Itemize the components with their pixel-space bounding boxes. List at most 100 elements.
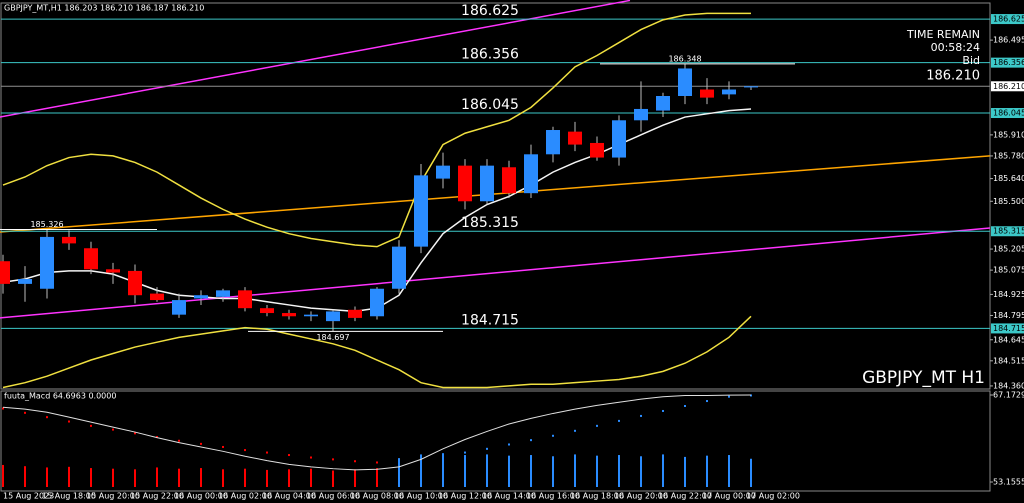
candle-body [458, 165, 472, 202]
candle-body [612, 120, 626, 158]
signal-dot [398, 460, 400, 463]
y-tick-label: 185.910 [993, 130, 1024, 139]
histogram-bar [178, 468, 180, 487]
main-frame [0, 2, 991, 390]
indicator-line [2, 315, 752, 389]
histogram-bar [684, 456, 686, 487]
signal-dot [134, 432, 136, 435]
level-tag [991, 57, 1024, 68]
x-tick-label: 16 Aug 20:00 [614, 492, 668, 501]
candle-body [634, 108, 648, 121]
trendline [0, 0, 631, 118]
histogram-bar [640, 456, 642, 487]
y-tick-label: 184.925 [993, 290, 1024, 299]
level-label: 186.045 [461, 97, 519, 113]
candle-body [194, 295, 208, 299]
time-remain-label: TIME REMAIN [906, 28, 980, 41]
candle-body [392, 246, 406, 289]
candle-body [744, 86, 758, 88]
histogram-bar [706, 455, 708, 487]
candle-body [216, 290, 230, 297]
signal-dot [530, 439, 532, 442]
histogram-bar [596, 455, 598, 487]
y-tick-label: 185.640 [993, 174, 1024, 183]
signal-dot [376, 461, 378, 464]
time-remain: 00:58:24 [931, 41, 980, 54]
candle-body [480, 165, 494, 202]
x-tick-label: 16 Aug 02:00 [218, 492, 272, 501]
candle-body [238, 290, 252, 309]
annotation-label: 186.348 [668, 54, 701, 63]
signal-dot [662, 409, 664, 412]
signal-dot [266, 451, 268, 454]
candle-body [414, 175, 428, 247]
x-tick-label: 16 Aug 14:00 [482, 492, 536, 501]
level-tag-label: 186.356 [993, 58, 1024, 67]
candle-body [436, 165, 450, 179]
watermark: GBPJPY_MT H1 [862, 368, 985, 388]
level-tag [991, 226, 1024, 237]
candle-body [106, 269, 120, 273]
x-tick-label: 16 Aug 00:00 [174, 492, 228, 501]
level-tag [991, 108, 1024, 119]
level-tag [991, 323, 1024, 334]
candle-body [172, 300, 186, 315]
signal-dot [464, 451, 466, 454]
candle-body [84, 248, 98, 270]
candle-body [348, 309, 362, 318]
signal-dot [354, 460, 356, 463]
candle-body [590, 142, 604, 158]
indicator-line [2, 12, 751, 248]
y-tick-label: 184.515 [993, 356, 1024, 365]
y-tick-label: 184.645 [993, 335, 1024, 344]
histogram-bar [376, 468, 378, 487]
signal-dot [90, 424, 92, 427]
signal-dot [244, 449, 246, 452]
histogram-bar [68, 466, 70, 487]
level-tag-label: 184.715 [993, 324, 1024, 333]
y-tick-label: 185.780 [993, 151, 1024, 160]
histogram-bar [2, 464, 4, 487]
histogram-bar [112, 468, 114, 487]
histogram-bar [90, 468, 92, 487]
signal-dot [332, 458, 334, 461]
candle-body [656, 95, 670, 111]
histogram-bar [574, 454, 576, 487]
candle-body [700, 89, 714, 98]
level-label: 185.315 [461, 215, 519, 231]
signal-dot [112, 428, 114, 431]
histogram-bar [244, 468, 246, 487]
macd-title: fuuta_Macd 64.6963 0.0000 [4, 392, 116, 401]
histogram-bar [750, 458, 752, 487]
x-tick-label: 15 Aug 2023 [3, 492, 54, 501]
x-tick-label: 15 Aug 18:00 [42, 492, 96, 501]
histogram-bar [222, 469, 224, 487]
candle-body [260, 308, 274, 314]
histogram-bar [618, 455, 620, 487]
signal-dot [288, 454, 290, 457]
candle-body [282, 313, 296, 317]
candle-body [722, 89, 736, 95]
candle-body [524, 154, 538, 194]
histogram-bar [200, 468, 202, 487]
candle-body [18, 279, 32, 284]
signal-dot [486, 447, 488, 450]
histogram-bar [46, 467, 48, 487]
x-tick-label: 16 Aug 12:00 [438, 492, 492, 501]
histogram-bar [134, 469, 136, 487]
histogram-bar [24, 466, 26, 487]
signal-dot [46, 416, 48, 419]
x-tick-label: 16 Aug 06:00 [306, 492, 360, 501]
signal-dot [508, 443, 510, 446]
y-tick-label: 67.1729 [993, 390, 1024, 399]
candle-body [62, 236, 76, 244]
candle-body [0, 261, 10, 284]
signal-dot [552, 434, 554, 437]
candle-body [568, 131, 582, 145]
level-tag-label: 186.625 [993, 15, 1024, 24]
signal-dot [728, 395, 730, 398]
x-tick-label: 15 Aug 20:00 [86, 492, 140, 501]
histogram-bar [662, 454, 664, 487]
